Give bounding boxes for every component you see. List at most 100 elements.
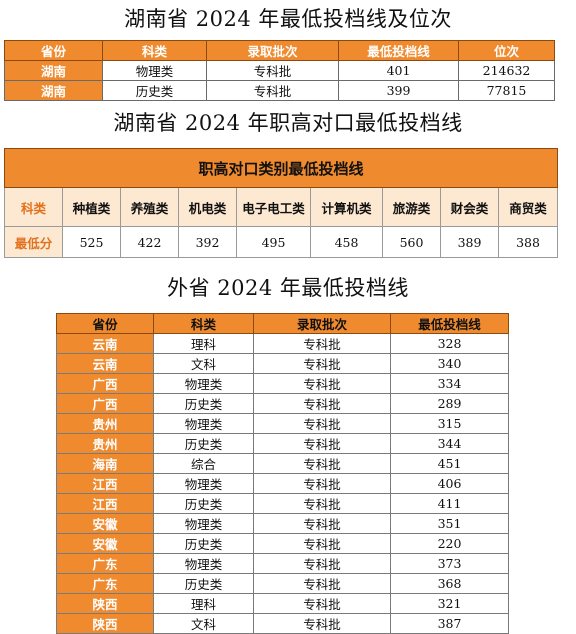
cell-batch: 专科批 [253, 513, 391, 534]
cell-subject: 文科 [153, 353, 254, 374]
cell-subject: 物理类 [102, 60, 207, 81]
cell-min-score: 406 [390, 473, 509, 494]
cell-subject: 物理类 [153, 513, 254, 534]
cell-subject: 历史类 [153, 533, 254, 554]
table-row: 江西 历史类 专科批 411 [56, 493, 509, 514]
table-body: 云南 理科 专科批 328 云南 文科 专科批 340 广西 物理类 专科批 334 广西 历史类 专科批 2… [56, 333, 509, 634]
cell-batch: 专科批 [253, 373, 391, 394]
cell-batch: 专科批 [206, 80, 339, 101]
category-row: 科类 种植类 养殖类 机电类 电子电工类 计算机类 旅游类 财会类 商贸类 [4, 187, 559, 227]
cell-province: 陕西 [56, 613, 154, 634]
table-header-row: 省份 科类 录取批次 最低投档线 位次 [4, 40, 555, 61]
cell-province: 云南 [56, 353, 154, 374]
category-cell: 计算机类 [310, 187, 383, 227]
table-row: 安徽 物理类 专科批 351 [56, 513, 509, 534]
cell-min-score: 289 [390, 393, 509, 414]
title-vocational-scores: 湖南省 2024 年职高对口最低投档线 [113, 111, 463, 135]
cell-subject: 文科 [153, 613, 254, 634]
cell-province: 安徽 [56, 513, 154, 534]
score-cell: 525 [62, 226, 121, 258]
category-cell: 商贸类 [497, 187, 559, 227]
cell-province: 贵州 [56, 433, 154, 454]
cell-subject: 理科 [153, 593, 254, 614]
title-other-provinces: 外省 2024 年最低投档线 [167, 276, 409, 300]
header-rank: 位次 [458, 40, 555, 61]
cell-min-score: 387 [390, 613, 509, 634]
cell-province: 湖南 [4, 60, 103, 81]
table-row: 云南 文科 专科批 340 [56, 353, 509, 374]
cell-min-score: 220 [390, 533, 509, 554]
row-label-subject: 科类 [4, 187, 63, 227]
cell-batch: 专科批 [253, 333, 391, 354]
cell-province: 广东 [56, 573, 154, 594]
cell-min-score: 399 [338, 80, 459, 101]
table-row: 陕西 文科 专科批 387 [56, 613, 509, 634]
cell-min-score: 411 [390, 493, 509, 514]
cell-province: 云南 [56, 333, 154, 354]
category-cell: 旅游类 [382, 187, 441, 227]
cell-batch: 专科批 [253, 433, 391, 454]
cell-province: 湖南 [4, 80, 103, 101]
cell-subject: 历史类 [102, 80, 207, 101]
table-row: 安徽 历史类 专科批 220 [56, 533, 509, 554]
header-province: 省份 [56, 313, 154, 334]
cell-subject: 物理类 [153, 413, 254, 434]
table-row: 广西 物理类 专科批 334 [56, 373, 509, 394]
cell-province: 贵州 [56, 413, 154, 434]
cell-min-score: 321 [390, 593, 509, 614]
cell-batch: 专科批 [253, 553, 391, 574]
score-cell: 495 [236, 226, 311, 258]
category-cell: 财会类 [440, 187, 499, 227]
cell-subject: 综合 [153, 453, 254, 474]
cell-batch: 专科批 [253, 353, 391, 374]
cell-batch: 专科批 [253, 393, 391, 414]
hunan-score-table: 省份 科类 录取批次 最低投档线 位次 湖南 物理类 专科批 401 21463… [4, 40, 555, 101]
header-subject: 科类 [102, 40, 207, 61]
cell-batch: 专科批 [253, 533, 391, 554]
table-row: 陕西 理科 专科批 321 [56, 593, 509, 614]
cell-min-score: 451 [390, 453, 509, 474]
header-province: 省份 [4, 40, 103, 61]
cell-batch: 专科批 [253, 453, 391, 474]
row-label-min-score: 最低分 [4, 226, 63, 258]
cell-batch: 专科批 [206, 60, 339, 81]
score-cell: 389 [440, 226, 499, 258]
title-hunan-scores: 湖南省 2024 年最低投档线及位次 [124, 7, 452, 31]
header-batch: 录取批次 [206, 40, 339, 61]
cell-subject: 物理类 [153, 473, 254, 494]
cell-subject: 历史类 [153, 433, 254, 454]
score-cell: 458 [310, 226, 383, 258]
cell-province: 陕西 [56, 593, 154, 614]
category-cell: 机电类 [178, 187, 237, 227]
cell-min-score: 351 [390, 513, 509, 534]
cell-province: 安徽 [56, 533, 154, 554]
table-row: 云南 理科 专科批 328 [56, 333, 509, 354]
header-batch: 录取批次 [253, 313, 391, 334]
score-cell: 560 [382, 226, 441, 258]
cell-batch: 专科批 [253, 573, 391, 594]
table-row: 广西 历史类 专科批 289 [56, 393, 509, 414]
vocational-table-heading: 职高对口类别最低投档线 [3, 148, 559, 188]
cell-min-score: 401 [338, 60, 459, 81]
cell-province: 广西 [56, 393, 154, 414]
table-row: 贵州 历史类 专科批 344 [56, 433, 509, 454]
cell-min-score: 340 [390, 353, 509, 374]
table-row: 贵州 物理类 专科批 315 [56, 413, 509, 434]
cell-min-score: 344 [390, 433, 509, 454]
category-cell: 养殖类 [120, 187, 179, 227]
cell-min-score: 315 [390, 413, 509, 434]
cell-min-score: 328 [390, 333, 509, 354]
header-min-score: 最低投档线 [338, 40, 459, 61]
other-provinces-table: 省份 科类 录取批次 最低投档线 云南 理科 专科批 328 云南 文科 专科批 340 广西物… [56, 313, 509, 634]
table-row: 广东 历史类 专科批 368 [56, 573, 509, 594]
cell-subject: 历史类 [153, 393, 254, 414]
table-row: 海南 综合 专科批 451 [56, 453, 509, 474]
cell-province: 江西 [56, 493, 154, 514]
category-cell: 种植类 [62, 187, 121, 227]
cell-subject: 理科 [153, 333, 254, 354]
table-row: 江西 物理类 专科批 406 [56, 473, 509, 494]
cell-subject: 物理类 [153, 373, 254, 394]
cell-province: 江西 [56, 473, 154, 494]
score-cell: 422 [120, 226, 179, 258]
cell-min-score: 368 [390, 573, 509, 594]
